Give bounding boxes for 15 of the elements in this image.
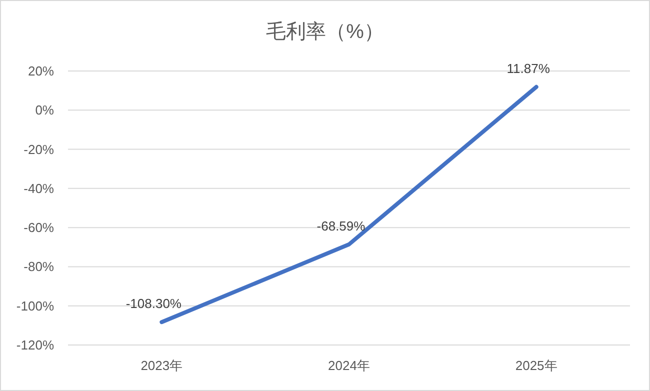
y-tick-label: -40% bbox=[24, 180, 54, 196]
text: 11.87% bbox=[506, 60, 550, 76]
y-tick-label: -120% bbox=[16, 338, 54, 352]
text: -68.59% bbox=[316, 218, 366, 234]
y-tick-label: -80% bbox=[24, 259, 54, 274]
y-tick-label: -100% bbox=[16, 298, 54, 314]
y-tick-label: -60% bbox=[24, 220, 54, 236]
x-tick-label: 2025年 bbox=[515, 358, 558, 373]
y-tick-label: 20% bbox=[28, 64, 54, 78]
text: -108.30% bbox=[126, 296, 182, 312]
y-tick-label: -20% bbox=[24, 142, 54, 157]
x-tick-label: 2023年 bbox=[140, 358, 183, 373]
chart-title: 毛利率（%） bbox=[266, 21, 384, 43]
y-tick-label: 0% bbox=[35, 102, 54, 118]
x-tick-label: 2024年 bbox=[328, 358, 370, 373]
